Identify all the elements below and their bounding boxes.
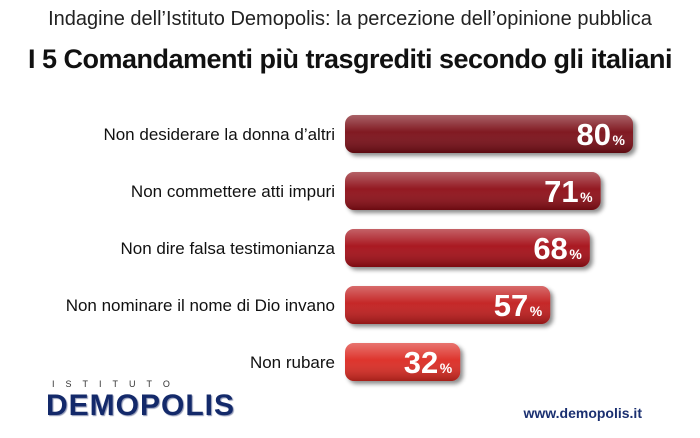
category-label: Non dire falsa testimonianza [120, 239, 335, 258]
value-label: 71 [544, 174, 578, 209]
category-label: Non rubare [250, 353, 335, 372]
chart-title: I 5 Comandamenti più trasgrediti secondo… [27, 44, 673, 74]
category-label: Non commettere atti impuri [131, 182, 335, 201]
demopolis-logo: DEMOPOLIS [46, 389, 236, 422]
percent-sign: % [569, 246, 582, 262]
category-label: Non desiderare la donna d’altri [103, 125, 335, 144]
percent-sign: % [613, 132, 626, 148]
bar-highlight [345, 172, 601, 210]
bar-highlight [345, 286, 551, 324]
bar-highlight [345, 343, 461, 381]
website-link[interactable]: www.demopolis.it [523, 405, 643, 421]
category-label: Non nominare il nome di Dio invano [66, 296, 335, 315]
value-label: 68 [533, 231, 567, 266]
value-label: 57 [494, 288, 528, 323]
logo-subtext: ISTITUTO [52, 379, 181, 389]
bar-highlight [345, 229, 590, 267]
value-label: 32 [404, 345, 438, 380]
percent-sign: % [440, 360, 453, 376]
value-label: 80 [577, 117, 611, 152]
percent-sign: % [530, 303, 543, 319]
bar-highlight [345, 115, 633, 153]
chart-subtitle: Indagine dell’Istituto Demopolis: la per… [48, 8, 652, 30]
percent-sign: % [580, 189, 593, 205]
